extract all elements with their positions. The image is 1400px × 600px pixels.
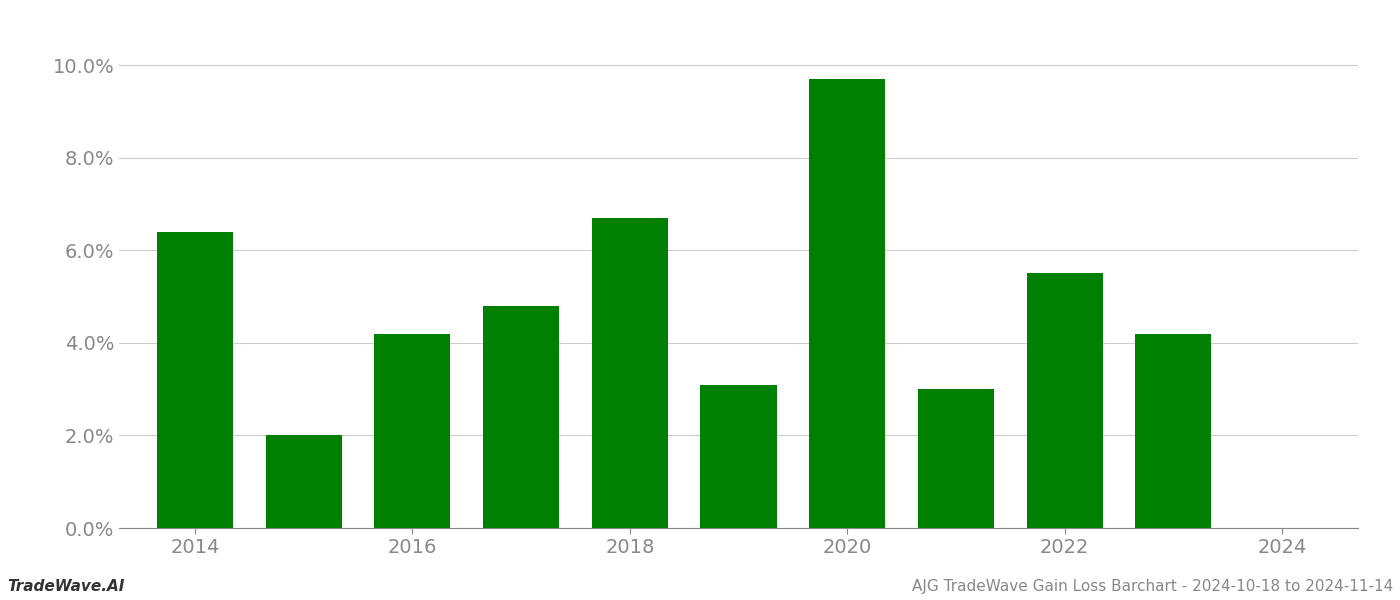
Bar [374, 334, 451, 528]
Bar [809, 79, 885, 528]
Bar [1135, 334, 1211, 528]
Text: AJG TradeWave Gain Loss Barchart - 2024-10-18 to 2024-11-14: AJG TradeWave Gain Loss Barchart - 2024-… [911, 579, 1393, 594]
Bar [483, 306, 559, 528]
Bar [266, 436, 342, 528]
Bar [592, 218, 668, 528]
Bar [1026, 274, 1103, 528]
Text: TradeWave.AI: TradeWave.AI [7, 579, 125, 594]
Bar [157, 232, 234, 528]
Bar [700, 385, 777, 528]
Bar [918, 389, 994, 528]
